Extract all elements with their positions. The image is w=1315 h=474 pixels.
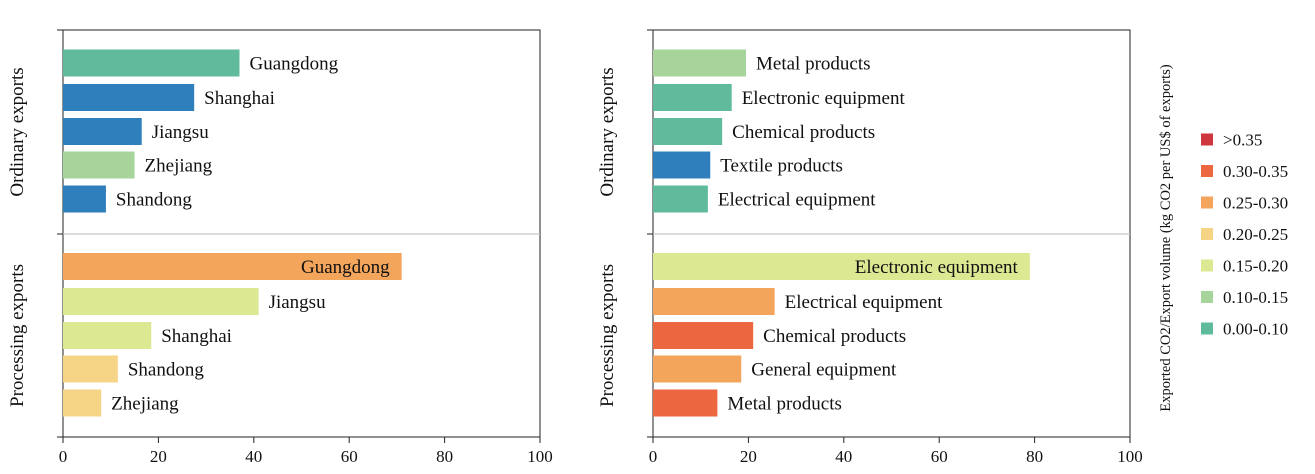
legend-swatch-0-10-0-15 (1201, 291, 1213, 303)
x-tick-label: 60 (931, 447, 948, 466)
legend-label-0-30-0-35: 0.30-0.35 (1223, 162, 1288, 181)
x-tick-label: 40 (245, 447, 262, 466)
legend-swatch-0-30-0-35 (1201, 165, 1213, 177)
legend-swatch-0-20-0-25 (1201, 228, 1213, 240)
bar-label-chemical-products: Chemical products (732, 122, 875, 143)
bar-label-zhejiang: Zhejiang (111, 394, 179, 415)
x-tick-label: 80 (436, 447, 453, 466)
bar-label-guangdong: Guangdong (249, 54, 338, 75)
bar-chemical-products (653, 118, 723, 145)
bar-label-chemical-products: Chemical products (763, 326, 906, 347)
bar-label-zhejiang: Zhejiang (145, 156, 213, 177)
bar-label-shandong: Shandong (128, 360, 205, 381)
x-tick-label: 100 (527, 447, 553, 466)
x-tick-label: 60 (341, 447, 358, 466)
bar-jiangsu (63, 118, 142, 145)
bar-label-jiangsu: Jiangsu (152, 122, 210, 143)
bar-label-shanghai: Shanghai (204, 88, 275, 109)
bar-zhejiang (63, 389, 102, 417)
x-tick-label: 0 (649, 447, 658, 466)
bar-label-electrical-equipment: Electrical equipment (718, 190, 876, 211)
bar-label-metal-products: Metal products (756, 54, 871, 75)
x-tick-label: 40 (835, 447, 852, 466)
group-label-ordinary-exports: Ordinary exports (597, 67, 618, 196)
legend-label-0-15-0-20: 0.15-0.20 (1223, 257, 1288, 276)
legend-swatch-0-15-0-20 (1201, 259, 1213, 272)
x-tick-label: 20 (150, 447, 167, 466)
legend-title: Exported CO2/Export volume (kg CO2 per U… (1158, 64, 1174, 411)
bar-shandong (63, 185, 106, 213)
bar-label-guangdong: Guangdong (301, 257, 390, 278)
bar-shandong (63, 355, 118, 383)
bar-electronic-equipment (653, 84, 732, 111)
bar-label-electrical-equipment: Electrical equipment (785, 292, 943, 313)
chart-panel-1: 0 20 40 60 80 100 Ordinary exports Guangdong Sha… (7, 29, 553, 466)
bar-label-textile-products: Textile products (720, 156, 843, 177)
legend-label-0-25-0-30: 0.25-0.30 (1223, 194, 1288, 213)
chart-panels: 0 20 40 60 80 100 Ordinary exports Guangdong Sha… (7, 29, 1143, 466)
bar-shanghai (63, 84, 195, 111)
legend: >0.35 0.30-0.35 0.25-0.30 0.20-0.25 0.15-0.2… (1201, 131, 1288, 339)
bar-label-jiangsu: Jiangsu (269, 292, 327, 313)
bar-label-electronic-equipment: Electronic equipment (742, 88, 906, 109)
group-label-processing-exports: Processing exports (7, 264, 28, 407)
legend-swatch-0-35 (1201, 133, 1213, 146)
x-tick-label: 0 (59, 447, 68, 466)
bar-metal-products (653, 389, 718, 417)
bar-jiangsu (63, 288, 259, 315)
legend-label-0-35: >0.35 (1223, 131, 1262, 150)
legend-label-0-20-0-25: 0.20-0.25 (1223, 225, 1288, 244)
bar-label-metal-products: Metal products (727, 394, 842, 415)
bar-guangdong (63, 49, 240, 77)
group-label-processing-exports: Processing exports (597, 264, 618, 407)
legend-swatch-0-00-0-10 (1201, 322, 1213, 335)
bar-textile-products (653, 151, 711, 179)
bar-label-electronic-equipment: Electronic equipment (855, 257, 1019, 278)
bar-shanghai (63, 322, 152, 349)
bar-zhejiang (63, 151, 135, 179)
x-tick-label: 20 (740, 447, 757, 466)
bar-label-shandong: Shandong (116, 190, 192, 211)
bar-general-equipment (653, 355, 742, 383)
legend-label-0-00-0-10: 0.00-0.10 (1223, 320, 1288, 339)
legend-label-0-10-0-15: 0.10-0.15 (1223, 288, 1288, 307)
bar-electrical-equipment (653, 185, 708, 213)
bar-label-shanghai: Shanghai (161, 326, 232, 347)
chart-panel-2: 0 20 40 60 80 100 Ordinary exports Metal produc… (597, 29, 1143, 466)
group-label-ordinary-exports: Ordinary exports (7, 67, 28, 196)
x-tick-label: 100 (1117, 447, 1143, 466)
bar-label-general-equipment: General equipment (751, 360, 897, 381)
bar-electronic-equipment (653, 253, 1030, 280)
bar-guangdong (63, 253, 402, 280)
legend-swatch-0-25-0-30 (1201, 196, 1213, 209)
bar-metal-products (653, 49, 747, 77)
bar-electrical-equipment (653, 288, 775, 315)
bar-chemical-products (653, 322, 754, 349)
x-tick-label: 80 (1026, 447, 1043, 466)
